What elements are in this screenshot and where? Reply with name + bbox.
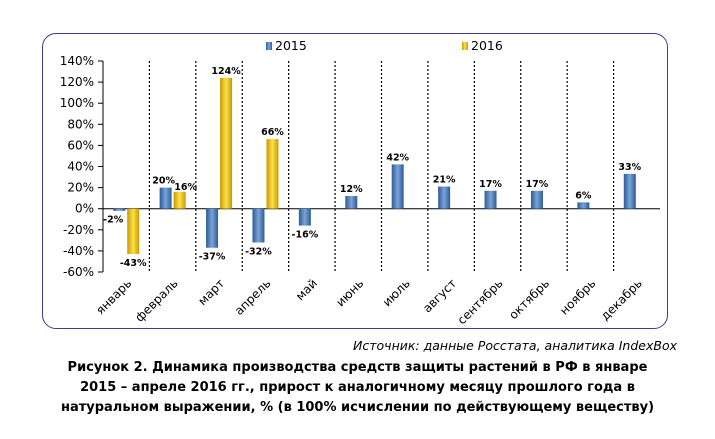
data-label: 12%: [340, 184, 363, 195]
data-label: -37%: [199, 252, 226, 263]
bar-2015-октябрь: [530, 190, 543, 209]
data-label: 17%: [479, 179, 502, 190]
bar-2015-февраль: [159, 187, 172, 209]
data-label: -43%: [120, 258, 147, 269]
x-tick-label: февраль: [132, 276, 180, 324]
x-tick-label: май: [293, 276, 320, 303]
data-label: 16%: [174, 182, 197, 193]
bar-2015-сентябрь: [484, 190, 497, 209]
y-tick-label: 120%: [60, 75, 94, 89]
x-tick-label: август: [420, 276, 459, 315]
data-label: 42%: [386, 152, 409, 163]
caption-line: 2015 – апреле 2016 гг., прирост к аналог…: [80, 380, 635, 395]
bar-2015-август: [438, 186, 451, 209]
x-tick-label: июнь: [333, 276, 366, 309]
data-label: 6%: [575, 190, 592, 201]
y-tick-label: 140%: [60, 54, 94, 68]
bar-2015-январь: [113, 208, 126, 211]
bar-2015-ноябрь: [577, 202, 590, 209]
figure-caption: Рисунок 2. Динамика производства средств…: [0, 358, 715, 418]
bar-2015-апрель: [252, 208, 265, 243]
chart-frame: [42, 33, 668, 329]
x-tick-label: январь: [93, 276, 134, 317]
y-tick-label: 20%: [67, 181, 94, 195]
bar-2016-февраль: [173, 191, 186, 209]
y-tick-label: -40%: [63, 244, 94, 258]
legend-swatch-2016: [462, 42, 468, 50]
data-label: 17%: [526, 179, 549, 190]
data-label: 124%: [211, 66, 241, 77]
x-tick-label: март: [195, 276, 227, 308]
x-tick-label: декабрь: [598, 276, 645, 323]
caption-line: Рисунок 2. Динамика производства средств…: [67, 360, 648, 375]
legend-label: 2015: [275, 38, 307, 53]
data-label: 20%: [152, 176, 175, 187]
x-tick-label: апрель: [232, 276, 274, 318]
y-tick-label: -20%: [63, 223, 94, 237]
bar-2016-январь: [127, 208, 140, 255]
y-tick-label: 0%: [75, 202, 94, 216]
y-tick-label: 60%: [67, 138, 94, 152]
bar-2016-март: [220, 77, 233, 209]
bar-2015-декабрь: [623, 173, 636, 209]
data-label: 21%: [433, 175, 456, 186]
bar-2015-июль: [391, 164, 404, 209]
bar-2015-июнь: [345, 196, 358, 209]
legend-label: 2016: [471, 38, 503, 53]
source-note: Источник: данные Росстата, аналитика Ind…: [353, 338, 677, 353]
x-tick-label: октябрь: [506, 276, 552, 322]
y-tick-label: 80%: [67, 117, 94, 131]
bar-2015-май: [298, 208, 311, 226]
y-tick-label: 40%: [67, 160, 94, 174]
x-tick-label: сентябрь: [455, 276, 506, 327]
data-label: 33%: [618, 162, 641, 173]
y-tick-label: 100%: [60, 96, 94, 110]
data-label: 66%: [261, 127, 284, 138]
y-tick-label: -60%: [63, 265, 94, 279]
caption-line: натуральном выражении, % (в 100% исчисле…: [60, 400, 655, 415]
x-tick-label: июль: [380, 276, 413, 309]
data-label: -2%: [103, 215, 124, 226]
legend-swatch-2015: [266, 42, 272, 50]
data-label: -32%: [245, 246, 272, 257]
bar-chart: -60% -40% -20% 0% 20% 40% 60% 80% 100% 120% 140% -…: [60, 38, 660, 327]
bar-2015-март: [206, 208, 219, 248]
bar-2016-апрель: [266, 139, 279, 209]
data-label: -16%: [292, 230, 319, 241]
x-tick-label: ноябрь: [557, 276, 598, 317]
